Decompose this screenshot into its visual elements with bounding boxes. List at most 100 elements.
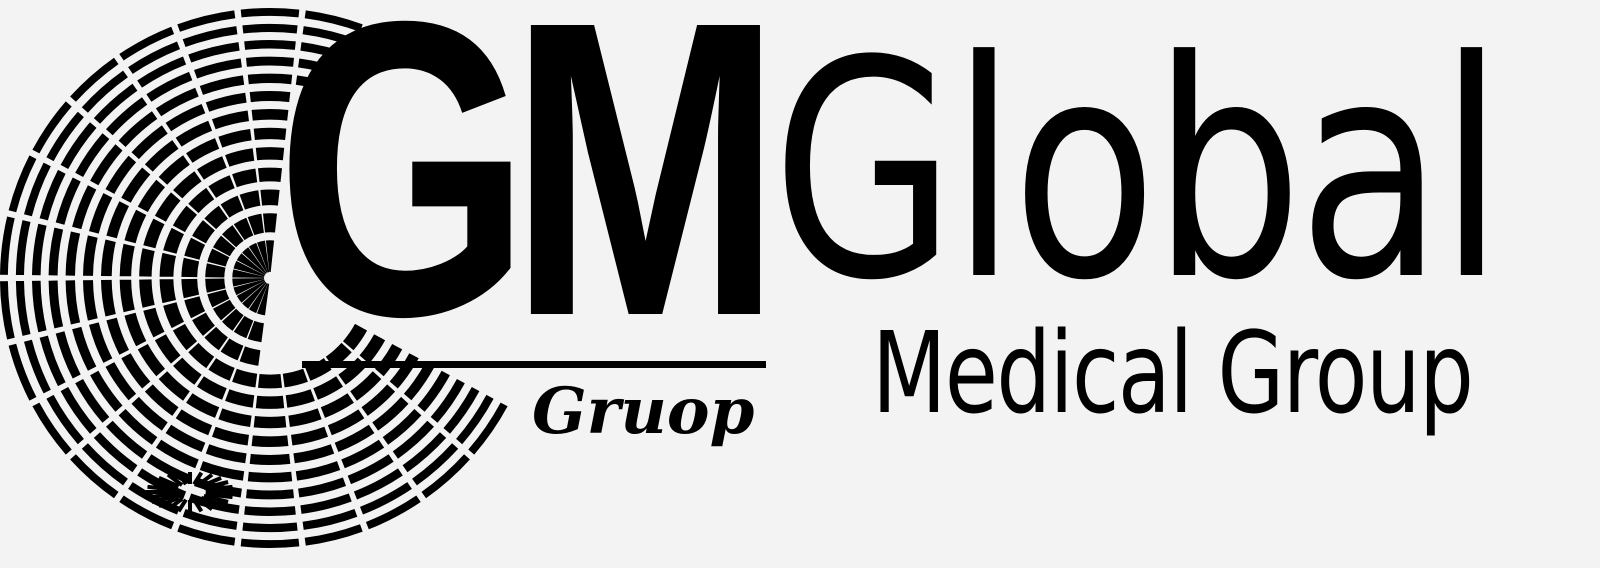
globe-tile bbox=[300, 493, 352, 514]
globe-grid-icon bbox=[0, 0, 560, 568]
globe-tile bbox=[382, 409, 422, 445]
logo-mark: GM bbox=[276, 0, 782, 404]
globe-tile bbox=[128, 41, 180, 74]
globe-tile bbox=[443, 387, 480, 434]
globe-tile bbox=[402, 432, 447, 473]
globe-tile bbox=[106, 420, 148, 459]
globe-tile bbox=[48, 227, 64, 276]
globe-tile bbox=[124, 209, 147, 244]
globe-tile bbox=[295, 75, 341, 95]
globe-tile bbox=[0, 281, 15, 340]
globe-tile bbox=[199, 75, 245, 95]
globe-tile bbox=[65, 231, 81, 276]
globe-tile bbox=[213, 299, 236, 321]
globe-tile bbox=[159, 279, 176, 304]
globe-tile bbox=[251, 435, 289, 448]
globe-tile bbox=[343, 323, 368, 351]
globe-swirl-line bbox=[205, 492, 233, 500]
globe-tile bbox=[192, 220, 215, 244]
globe-swirl-line bbox=[205, 484, 233, 492]
globe-swirl-line bbox=[151, 494, 177, 504]
globe-tile bbox=[121, 167, 151, 203]
globe-tile bbox=[248, 242, 268, 273]
globe-tile bbox=[218, 408, 252, 427]
globe-tile bbox=[360, 482, 412, 515]
globe-tile bbox=[188, 42, 240, 63]
globe-tile bbox=[242, 247, 267, 274]
globe-tile bbox=[146, 71, 193, 102]
globe-tile bbox=[163, 227, 184, 254]
globe-tile bbox=[233, 279, 265, 296]
globe-tile bbox=[361, 384, 396, 416]
globe-tile bbox=[242, 522, 298, 533]
globe-tile bbox=[165, 424, 206, 452]
globe-tile bbox=[154, 192, 181, 222]
globe-swirl-line bbox=[176, 498, 188, 513]
globe-tile bbox=[320, 393, 354, 418]
globe-tile bbox=[159, 252, 176, 277]
logo-mark-script: Gruop bbox=[532, 374, 755, 449]
globe-tile bbox=[137, 344, 165, 377]
globe-tile bbox=[327, 409, 365, 436]
globe-tile bbox=[347, 454, 394, 485]
globe-tile bbox=[255, 395, 285, 409]
globe-tile bbox=[240, 8, 300, 18]
globe-tile bbox=[39, 169, 66, 221]
globe-tile bbox=[75, 133, 110, 177]
globe-tile bbox=[155, 87, 199, 117]
globe-tile bbox=[412, 443, 459, 486]
globe-tile bbox=[72, 326, 97, 371]
globe-tile bbox=[225, 148, 255, 167]
globe-tile bbox=[118, 111, 158, 147]
globe-tile bbox=[70, 57, 119, 102]
globe-tile bbox=[232, 368, 258, 388]
globe-tile bbox=[8, 155, 37, 213]
globe-tile bbox=[417, 370, 450, 412]
globe-tile bbox=[60, 122, 97, 169]
globe-tile bbox=[242, 23, 298, 34]
globe-tile bbox=[93, 83, 138, 124]
globe-tile bbox=[105, 155, 137, 194]
globe-tile bbox=[247, 471, 293, 483]
globe-tile bbox=[246, 56, 294, 67]
globe-tile bbox=[233, 217, 254, 241]
globe-tile bbox=[392, 420, 434, 459]
globe-tile bbox=[70, 454, 119, 499]
globe-tile bbox=[207, 248, 230, 267]
globe-tile bbox=[181, 257, 200, 278]
globe-tile bbox=[124, 312, 147, 347]
globe-tile bbox=[233, 260, 265, 277]
globe-tile bbox=[177, 10, 236, 32]
globe-tile bbox=[192, 312, 215, 336]
globe-tile bbox=[265, 240, 275, 272]
globe-tile bbox=[163, 302, 184, 329]
globe-tile bbox=[375, 344, 403, 377]
globe-tile bbox=[236, 280, 266, 303]
globe-tile bbox=[172, 323, 197, 351]
globe-tile bbox=[143, 218, 165, 249]
globe-tile bbox=[285, 389, 315, 408]
globe-tile bbox=[246, 489, 294, 500]
globe-tile bbox=[204, 205, 228, 230]
globe-tile bbox=[32, 402, 72, 455]
globe-tile bbox=[101, 239, 116, 277]
globe-tile bbox=[213, 235, 236, 257]
globe-swirl-line bbox=[203, 494, 229, 504]
globe-tile bbox=[72, 185, 97, 230]
globe-tile bbox=[341, 439, 385, 469]
logo-tagline: Medical Group bbox=[872, 309, 1474, 439]
globe-tile bbox=[65, 280, 81, 325]
globe-tile bbox=[197, 376, 227, 400]
globe-tile bbox=[83, 280, 98, 321]
globe-tile bbox=[225, 389, 255, 408]
globe-tile bbox=[173, 171, 202, 199]
globe-tile bbox=[372, 396, 409, 431]
globe-tile bbox=[83, 235, 98, 276]
globe-tile bbox=[359, 334, 386, 364]
globe-swirl-line bbox=[158, 476, 180, 489]
globe-tile bbox=[184, 296, 206, 319]
globe-tile bbox=[197, 156, 227, 180]
globe-tile bbox=[220, 195, 244, 218]
globe-tile bbox=[236, 253, 266, 276]
